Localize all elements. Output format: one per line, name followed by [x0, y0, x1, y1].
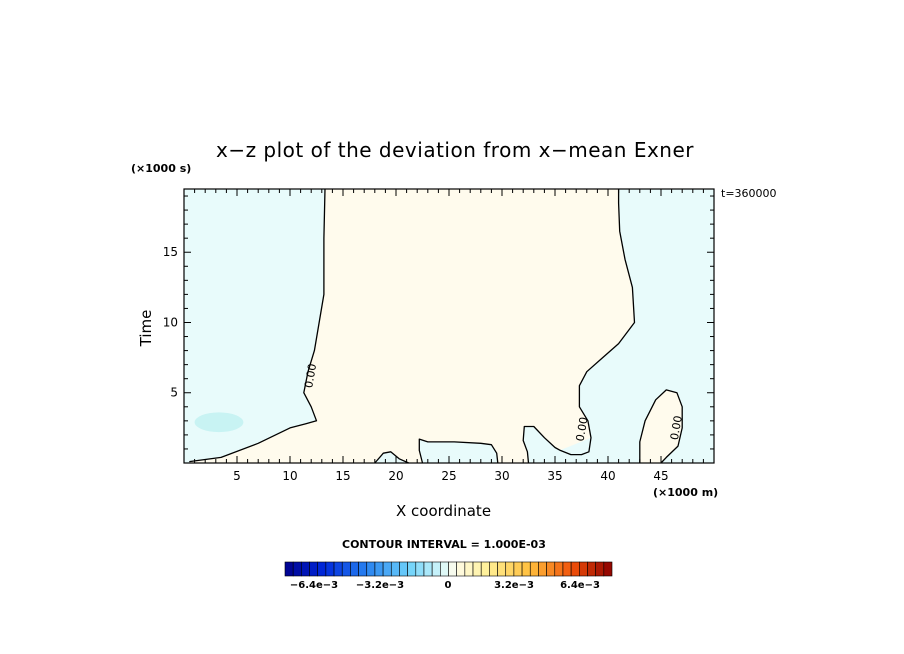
- colorbar-cell: [309, 561, 318, 577]
- colorbar-cell: [497, 561, 507, 577]
- x-tick-label: 25: [441, 469, 456, 483]
- zero-contour-4: [639, 389, 683, 464]
- colorbar-cell: [292, 561, 302, 577]
- positive-region-fill: [189, 189, 635, 463]
- colorbar-cell: [407, 561, 417, 577]
- colorbar-cell: [489, 561, 498, 577]
- colorbar-cell: [399, 561, 408, 577]
- colorbar-cell: [382, 561, 392, 577]
- zero-contour-1: [374, 451, 409, 464]
- x-tick-label: 30: [494, 469, 509, 483]
- colorbar-cell: [431, 561, 441, 577]
- negative-pocket-fill: [419, 439, 498, 463]
- colorbar-cell: [358, 561, 368, 577]
- colorbar-label: 6.4e−3: [560, 580, 600, 591]
- colorbar-cell: [464, 561, 474, 577]
- colorbar-cell: [480, 561, 490, 577]
- chart-title: x−z plot of the deviation from x−mean Ex…: [215, 138, 694, 162]
- x-tick-label: 10: [282, 469, 297, 483]
- y-tick-label: 5: [170, 386, 178, 400]
- colorbar-cell: [505, 561, 515, 577]
- colorbar-cell: [341, 561, 351, 577]
- zero-contour-2: [418, 438, 499, 464]
- colorbar-cell: [301, 561, 310, 577]
- colorbar-cell: [529, 561, 539, 577]
- colorbar-cell: [415, 561, 425, 577]
- x-axis-unit: (×1000 m): [653, 486, 719, 499]
- colorbar-cell: [521, 561, 531, 577]
- colorbar-cell: [390, 561, 400, 577]
- colorbar-cell: [472, 561, 482, 577]
- negative-pocket-fill: [523, 426, 591, 463]
- colorbar-cell: [333, 561, 343, 577]
- y-tick-label: 15: [163, 245, 178, 259]
- plot-area-fills: [184, 189, 714, 463]
- colorbar-cell: [456, 561, 466, 577]
- colorbar-cell: [538, 561, 547, 577]
- y-axis-unit: (×1000 s): [131, 162, 192, 175]
- colorbar: −6.4e−3 −3.2e−3 0 3.2e−3 6.4e−3: [284, 561, 613, 591]
- colorbar-cell: [374, 561, 384, 577]
- colorbar-cell: [562, 561, 572, 577]
- colorbar-cell: [440, 561, 449, 577]
- y-tick-label: 10: [163, 315, 178, 329]
- colorbar-cell: [595, 561, 605, 577]
- x-axis-label: X coordinate: [396, 502, 492, 520]
- contour-label: 0.00: [574, 416, 591, 442]
- colorbar-cell: [513, 561, 523, 577]
- colorbar-cell: [284, 561, 294, 577]
- colorbar-cell: [603, 561, 613, 577]
- x-tick-label: 40: [600, 469, 615, 483]
- small-negative-patch: [194, 412, 244, 433]
- colorbar-cell: [546, 561, 556, 577]
- colorbar-cell: [423, 561, 433, 577]
- colorbar-cell: [578, 561, 588, 577]
- colorbar-label: −6.4e−3: [290, 580, 338, 591]
- x-tick-label: 45: [653, 469, 668, 483]
- colorbar-cell: [317, 561, 327, 577]
- positive-lobe-fill: [639, 389, 683, 463]
- colorbar-cell: [448, 561, 457, 577]
- contour-interval-label: CONTOUR INTERVAL = 1.000E-03: [342, 538, 546, 551]
- time-label: t=360000: [721, 187, 777, 200]
- zero-contour-3: [522, 189, 636, 464]
- colorbar-cell: [587, 561, 596, 577]
- colorbar-label: −3.2e−3: [356, 580, 404, 591]
- contour-label: 0.00: [668, 415, 685, 441]
- colorbar-label: 0: [445, 580, 452, 591]
- colorbar-cell: [554, 561, 564, 577]
- x-tick-label: 15: [335, 469, 350, 483]
- zero-contour-0: [189, 188, 326, 463]
- x-tick-label: 20: [388, 469, 403, 483]
- contour-lines: [189, 188, 683, 464]
- contour-labels: 0.00 0.00 0.00: [302, 363, 685, 443]
- colorbar-cell: [366, 561, 376, 577]
- contour-label: 0.00: [302, 363, 319, 389]
- colorbar-cell: [350, 561, 359, 577]
- negative-pocket-fill: [374, 451, 409, 463]
- x-tick-label: 35: [547, 469, 562, 483]
- colorbar-label: 3.2e−3: [494, 580, 534, 591]
- x-tick-label: 5: [233, 469, 241, 483]
- plot-axes: 5 10 15 20 25 30 35 40 45 5 10 15: [163, 188, 715, 483]
- colorbar-cell: [325, 561, 335, 577]
- colorbar-cell: [570, 561, 580, 577]
